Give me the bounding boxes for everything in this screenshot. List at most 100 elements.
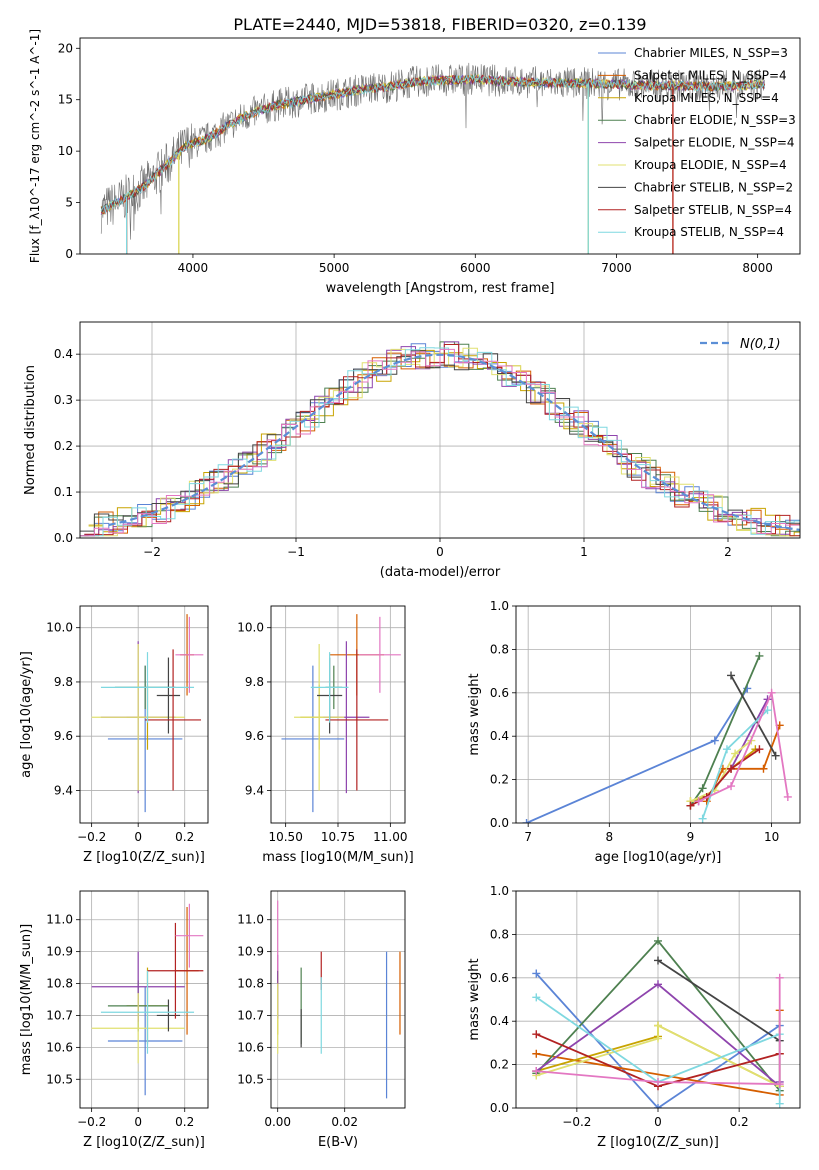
legend-entry: Salpeter STELIB, N_SSP=4 [634, 203, 792, 217]
x-tick-label: 0.00 [264, 1115, 291, 1129]
errorbar-point [107, 986, 183, 1096]
panel-massweight_vs_Z: −0.2 0 0.2 0.0 0.2 0.4 0.6 0.8 1.0 Z [log10(Z/Z_s… [467, 884, 801, 1150]
mass-weight-marker [654, 1034, 662, 1043]
mass-weight-line [536, 1024, 781, 1088]
x-axis-label: (data-model)/error [380, 565, 501, 580]
errorbar-point [147, 922, 204, 1019]
legend-entry: Kroupa ELODIE, N_SSP=4 [634, 158, 787, 172]
axes-border [515, 605, 801, 824]
axes-frame: −0.2 0 0.2 10.5 10.6 10.7 10.8 10.9 11.0 Z [log10… [19, 890, 209, 1150]
y-tick-label: 0.1 [54, 485, 73, 499]
y-tick-label: 15 [58, 93, 73, 107]
y-tick-label: 10.9 [46, 945, 73, 959]
y-tick-label: 9.6 [245, 729, 264, 743]
x-tick-label: 9 [687, 830, 695, 844]
model-spectrum-line [100, 74, 766, 214]
mass-weight-marker [755, 745, 764, 754]
y-tick-label: 5 [65, 196, 73, 210]
x-tick-label: −2 [143, 545, 161, 559]
errorbar-point [100, 652, 195, 723]
grid-lines [516, 605, 800, 824]
x-tick-label: 5000 [319, 261, 350, 275]
mass-weight-line [657, 959, 781, 1042]
mass-weight-marker [654, 956, 662, 965]
plot-area [80, 341, 800, 537]
y-tick-label: 10.6 [46, 1040, 73, 1054]
x-tick-label: −1 [287, 545, 305, 559]
axes-border [270, 605, 406, 824]
x-tick-label: 7 [524, 830, 532, 844]
panel-mass_vs_EBV: 0.00 0.02 10.5 10.6 10.7 10.8 10.9 11.0 E(B-V) [237, 890, 406, 1150]
y-axis-label: Flux [f_λ10^-17 erg cm^-2 s^-1 A^-1] [28, 29, 42, 263]
y-tick-label: 10.0 [46, 621, 73, 635]
mass-weight-marker [755, 651, 764, 660]
mass-weight-marker [771, 751, 780, 760]
y-axis-label: mass [log10(M/M_sun)] [19, 924, 34, 1076]
x-tick-label: 10.75 [321, 830, 355, 844]
legend-entry: Kroupa MILES, N_SSP=4 [634, 91, 779, 105]
panel-age_vs_Z: −0.2 0 0.2 9.4 9.6 9.8 10.0 Z [log10(Z/Z_sun)] a… [19, 605, 209, 865]
mass-weight-marker [775, 1099, 784, 1108]
y-tick-label: 10.9 [237, 945, 264, 959]
plot-area [91, 614, 204, 813]
y-tick-label: 11.0 [237, 913, 264, 927]
mass-weight-marker [532, 1067, 541, 1076]
mass-weight-line [526, 688, 749, 823]
errorbar-point [156, 657, 181, 734]
axes-border [79, 321, 801, 539]
y-tick-label: 10.6 [237, 1040, 264, 1054]
axes-border [515, 890, 801, 1109]
x-axis-label: mass [log10(M/M_sun)] [262, 850, 414, 865]
axes-border [79, 890, 209, 1109]
residual-histogram [84, 352, 800, 537]
mass-weight-marker [731, 749, 740, 758]
mass-weight-marker [767, 688, 776, 697]
legend-entry: Chabrier MILES, N_SSP=3 [634, 46, 788, 60]
y-tick-label: 20 [58, 41, 73, 55]
mass-weight-marker [722, 745, 731, 754]
x-tick-label: 11.00 [373, 830, 407, 844]
model-spectrum-line [100, 72, 765, 215]
y-tick-label: 0.8 [490, 927, 509, 941]
errorbar-point [156, 999, 181, 1032]
panel-age_vs_mass: 10.50 10.75 11.00 9.4 9.6 9.8 10.0 mass [log10(… [237, 605, 414, 865]
y-tick-label: 0.6 [490, 686, 509, 700]
mass-weight-marker [759, 764, 768, 773]
x-tick-label: 6000 [460, 261, 491, 275]
normal-curve [108, 353, 800, 531]
y-tick-label: 10.0 [237, 621, 264, 635]
mass-weight-marker [727, 671, 736, 680]
mass-weight-marker [532, 1030, 541, 1039]
y-tick-label: 10.7 [237, 1008, 264, 1022]
y-tick-label: 0.4 [490, 729, 509, 743]
mass-weight-marker [775, 1080, 784, 1089]
x-tick-label: 0.2 [730, 1115, 749, 1129]
mass-weight-marker [686, 801, 695, 810]
mass-weight-marker [698, 784, 707, 793]
errorbar-point [175, 903, 204, 968]
plot-area [281, 614, 401, 813]
y-tick-label: 11.0 [46, 913, 73, 927]
mass-weight-marker [654, 936, 662, 945]
x-tick-label: 8000 [742, 261, 773, 275]
axes-frame: 4000 5000 6000 7000 8000 0 5 10 15 20 wavelength [… [28, 29, 801, 296]
plot-area [91, 903, 204, 1096]
x-axis-label: Z [log10(Z/Z_sun)] [597, 1135, 719, 1150]
x-tick-label: 0.2 [175, 830, 194, 844]
y-axis-label: mass weight [467, 673, 482, 755]
legend-entry: Chabrier ELODIE, N_SSP=3 [634, 113, 796, 127]
residual-histogram [80, 348, 800, 537]
legend: N(0,1) [700, 337, 781, 352]
mass-weight-marker [654, 1021, 662, 1030]
x-tick-label: 0 [134, 830, 142, 844]
axes-border [270, 890, 406, 1109]
axes-border [79, 605, 209, 824]
plot-area [277, 900, 401, 1099]
residual-histogram [84, 344, 800, 537]
model-spectrum-line [100, 74, 766, 214]
x-tick-label: 0.02 [331, 1115, 358, 1129]
axes-border [79, 37, 801, 255]
axes-frame: 10.50 10.75 11.00 9.4 9.6 9.8 10.0 mass [log10(… [237, 605, 414, 865]
axes-frame: 0.00 0.02 10.5 10.6 10.7 10.8 10.9 11.0 E(B-V) [237, 890, 406, 1150]
